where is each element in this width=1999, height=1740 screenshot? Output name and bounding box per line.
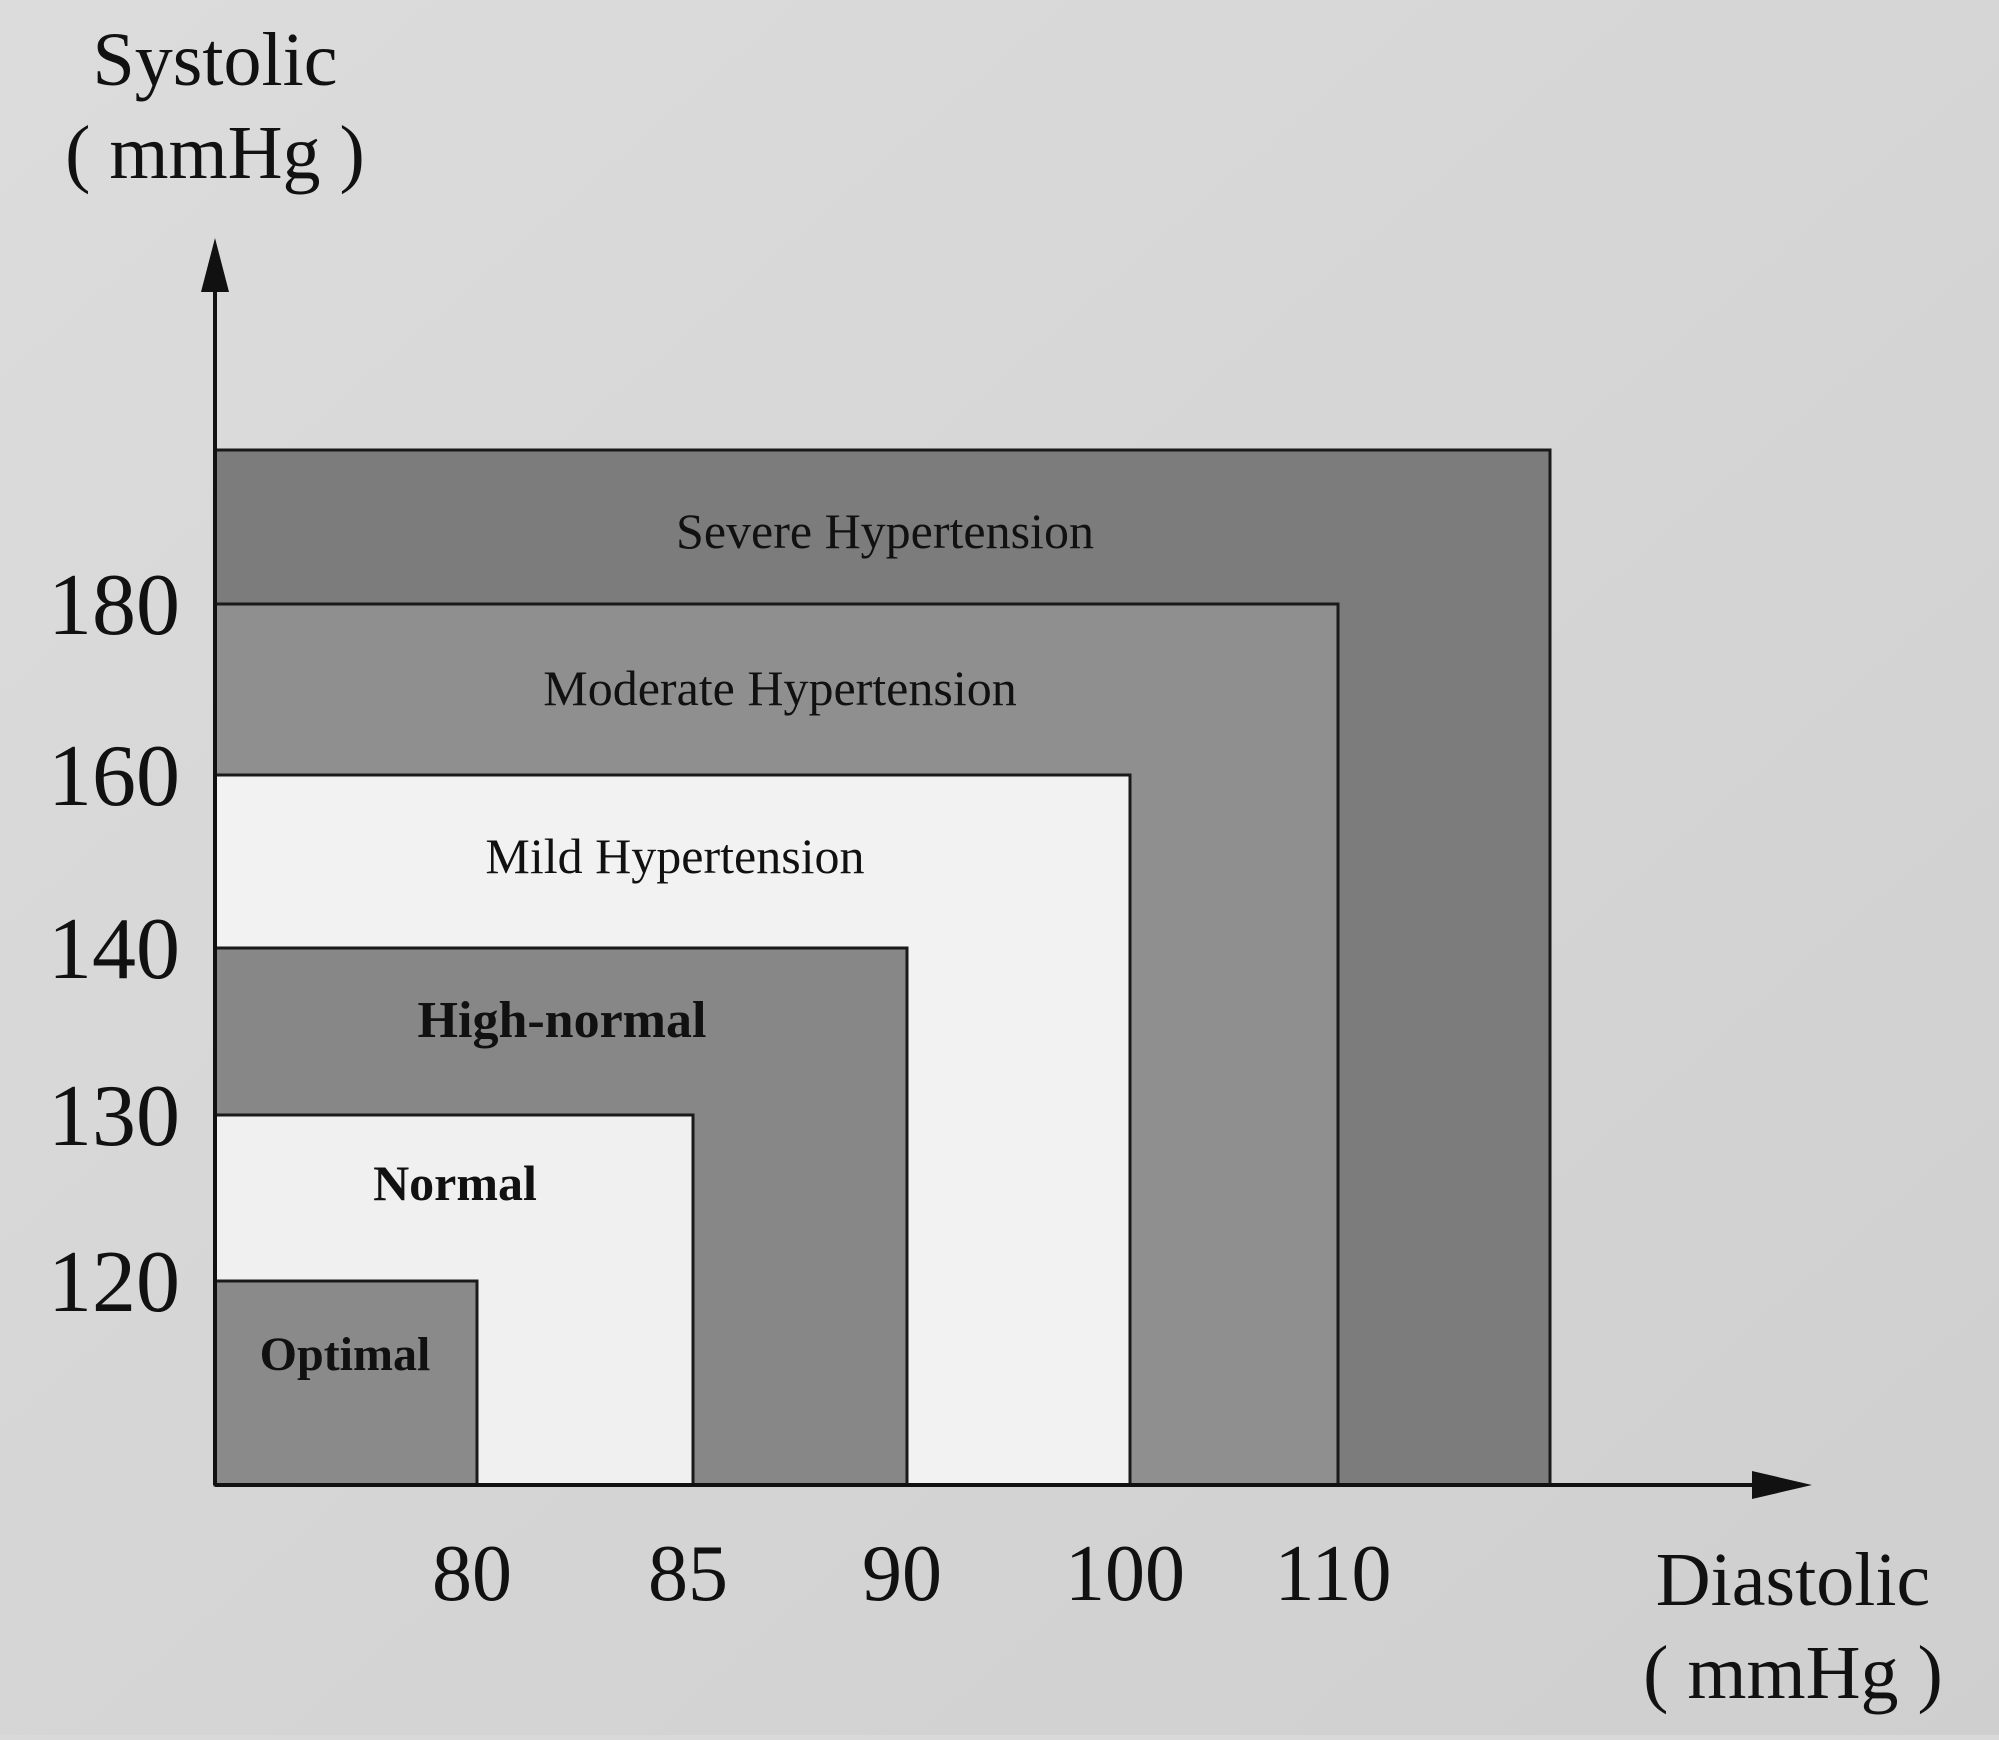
y-tick-label-120: 120 xyxy=(48,1234,180,1331)
region-optimal xyxy=(213,1279,479,1487)
x-axis-arrow-icon xyxy=(1752,1471,1812,1499)
y-axis-arrow-icon xyxy=(201,238,229,292)
region-label-normal: Normal xyxy=(373,1155,537,1211)
y-tick-label-180: 180 xyxy=(48,557,180,654)
y-axis-unit: ( mmHg ) xyxy=(65,111,365,195)
region-label-optimal: Optimal xyxy=(260,1328,431,1381)
x-tick-label-80: 80 xyxy=(432,1530,512,1618)
axes-layer: 120 130 140 160 180 80 85 90 100 110 Systolic ( mmH… xyxy=(48,18,1943,1715)
y-axis-title: Systolic xyxy=(93,18,338,102)
x-axis-title: Diastolic xyxy=(1656,1538,1930,1622)
x-tick-label-110: 110 xyxy=(1274,1530,1391,1618)
region-label-moderate-hypertension: Moderate Hypertension xyxy=(543,660,1016,716)
x-axis-unit: ( mmHg ) xyxy=(1643,1631,1943,1715)
y-tick-label-160: 160 xyxy=(48,728,180,825)
x-tick-label-85: 85 xyxy=(648,1530,728,1618)
label-layer: Severe Hypertension Moderate Hypertension… xyxy=(260,503,1094,1381)
y-tick-label-130: 130 xyxy=(48,1068,180,1165)
x-tick-label-90: 90 xyxy=(862,1530,942,1618)
region-layer xyxy=(213,448,1552,1487)
region-label-severe-hypertension: Severe Hypertension xyxy=(676,503,1094,559)
region-label-high-normal: High-normal xyxy=(418,992,707,1049)
x-tick-label-100: 100 xyxy=(1065,1530,1185,1618)
y-tick-label-140: 140 xyxy=(48,901,180,998)
region-label-mild-hypertension: Mild Hypertension xyxy=(485,828,864,884)
